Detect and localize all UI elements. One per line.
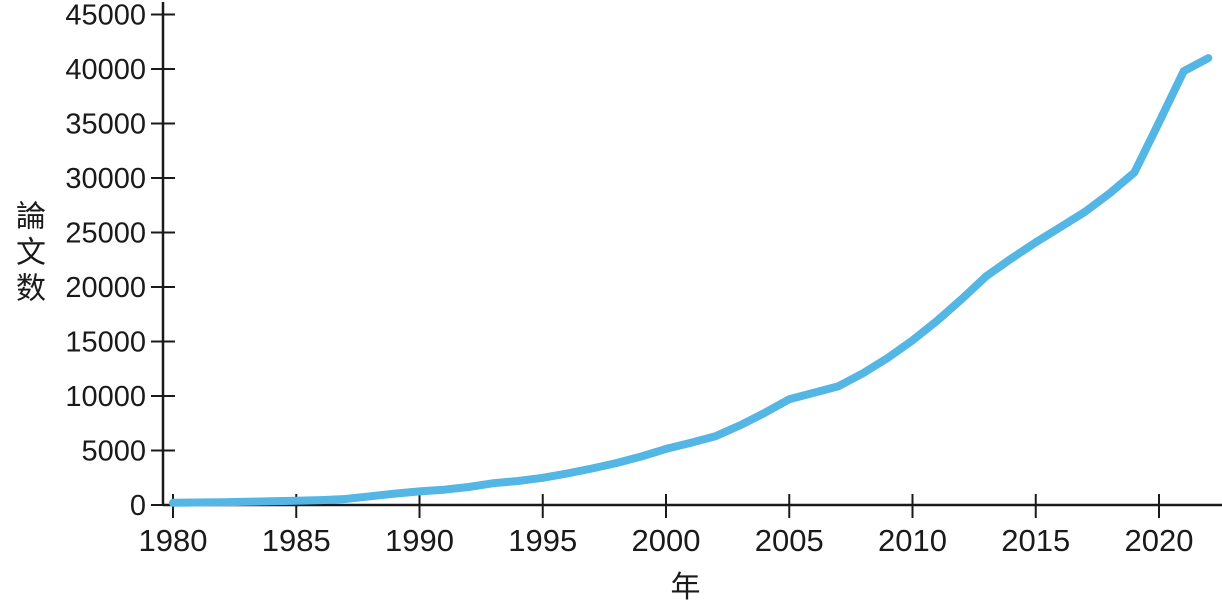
papers-line-series: [169, 54, 1213, 507]
y-tick-label: 5000: [81, 436, 146, 468]
y-tick-label: 35000: [65, 109, 146, 141]
x-tick-label: 2015: [1001, 523, 1070, 558]
y-tick-label: 30000: [65, 163, 146, 195]
y-tick-label: 40000: [65, 54, 146, 86]
y-tick-label: 10000: [65, 381, 146, 413]
y-tick-label: 15000: [65, 327, 146, 359]
y-axis-title: 論文数: [11, 200, 44, 308]
y-tick-label: 0: [130, 490, 146, 522]
x-tick-label: 2020: [1125, 523, 1194, 558]
x-tick-label: 1990: [385, 523, 454, 558]
x-tick-label: 1995: [508, 523, 577, 558]
x-tick-label: 2000: [632, 523, 701, 558]
x-tick-label: 2005: [755, 523, 824, 558]
x-axis-title: 年: [670, 571, 701, 604]
y-tick-label: 20000: [65, 272, 146, 304]
y-tick-label: 25000: [65, 218, 146, 250]
x-tick-label: 2010: [878, 523, 947, 558]
x-tick-label: 1985: [262, 523, 331, 558]
x-tick-label: 1980: [139, 523, 208, 558]
y-tick-label: 45000: [65, 0, 146, 32]
